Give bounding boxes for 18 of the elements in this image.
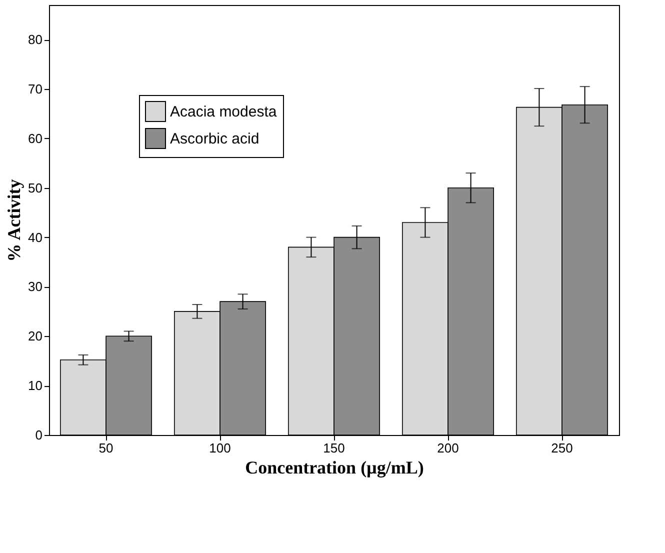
y-tick-label: 0 [35,428,42,442]
x-tick-label: 50 [98,440,114,456]
y-tick-label: 80 [28,32,42,48]
x-tick-label: 100 [209,440,231,456]
legend-label: Acacia modesta [170,104,278,120]
legend-label: Ascorbic acid [170,130,260,148]
y-tick-label: 10 [28,378,42,394]
y-tick-label: 60 [28,130,42,146]
y-tick-label: 70 [28,82,42,97]
y-tick-label: 40 [28,230,42,245]
y-axis-title: % Activity [4,179,24,262]
y-tick-label: 20 [28,328,42,344]
x-axis-title: Concentration (µg/mL) [245,458,424,478]
y-tick-label: 30 [28,279,42,294]
x-tick-label: 150 [323,440,345,456]
x-tick-label: 200 [437,440,459,456]
x-tick-label: 250 [551,440,573,456]
y-tick-label: 50 [28,180,42,196]
